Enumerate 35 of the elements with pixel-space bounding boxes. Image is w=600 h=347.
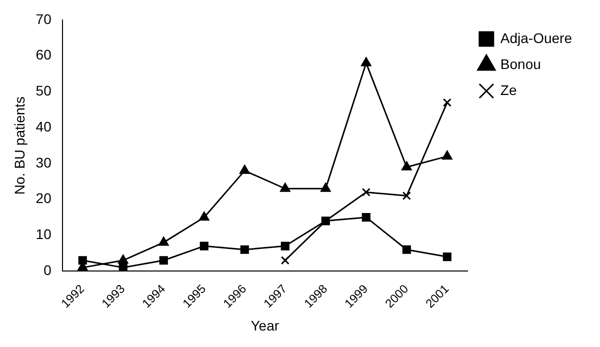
- legend-label: Bonou: [500, 56, 541, 72]
- point: [118, 263, 128, 272]
- legend-label: Adja-Ouere: [500, 30, 572, 46]
- point: [240, 245, 249, 254]
- point: [280, 242, 290, 250]
- point: [361, 57, 372, 66]
- point: [158, 236, 169, 246]
- y-tick-label: 50: [36, 82, 52, 99]
- x-axis-title: Year: [250, 317, 280, 334]
- y-axis-title: No. BU patients: [11, 96, 28, 195]
- y-tick-label: 30: [36, 154, 52, 170]
- y-tick-label: 40: [36, 118, 52, 134]
- y-tick-label: 60: [36, 46, 52, 63]
- point: [442, 98, 452, 107]
- y-tick-label: 20: [36, 190, 52, 206]
- y-tick-label: 0: [44, 262, 52, 278]
- point: [442, 150, 452, 160]
- point: [200, 242, 208, 250]
- point: [240, 164, 250, 174]
- point: [362, 213, 370, 222]
- point: [199, 212, 210, 221]
- point: [118, 254, 128, 264]
- legend-label: Ze: [500, 82, 517, 98]
- point: [402, 245, 411, 254]
- y-tick-label: 10: [36, 226, 52, 242]
- point: [320, 182, 331, 192]
- y-tick-label: 70: [36, 10, 52, 27]
- point: [402, 192, 411, 200]
- point: [280, 256, 290, 265]
- point: [362, 188, 370, 196]
- point: [78, 256, 87, 265]
- point: [280, 182, 290, 192]
- point: [442, 252, 452, 262]
- point: [159, 256, 168, 265]
- point: [402, 161, 412, 170]
